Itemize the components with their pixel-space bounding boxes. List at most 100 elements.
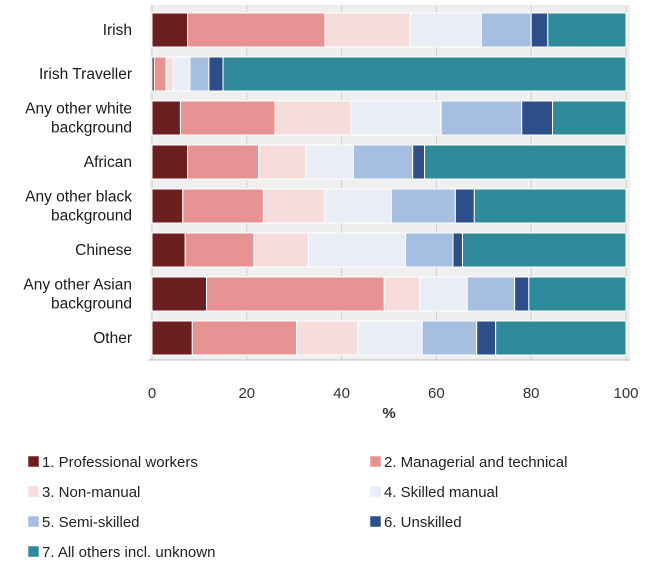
bar-segment-1-3 [324, 12, 411, 48]
category-label-line: Any other black [25, 189, 132, 206]
category-label: Any other black background [25, 189, 132, 225]
bar-segment-3-3 [274, 100, 352, 136]
bar-segment-4-5 [352, 144, 414, 180]
legend: 1. Professional workers 2. Managerial and… [27, 454, 567, 561]
bar-segment-1-5 [480, 12, 532, 48]
x-tick-80: 80 [523, 385, 540, 402]
bar-segment-6-4 [307, 232, 407, 268]
bar-segment-4-4 [305, 144, 354, 180]
bar-segment-3-7 [552, 100, 627, 136]
category-label: Any other Asian background [23, 277, 132, 313]
bar-segment-6-2 [184, 232, 255, 268]
bar-segment-2-7 [222, 56, 627, 92]
legend-label-4: 4. Skilled manual [384, 484, 498, 501]
bar-segment-7-5 [466, 276, 516, 312]
bar-segment-7-3 [383, 276, 421, 312]
category-label-line: African [84, 154, 132, 171]
bar-segment-3-2 [179, 100, 276, 136]
bar-segment-4-3 [258, 144, 307, 180]
bar-segment-5-4 [324, 188, 392, 224]
legend-swatch-4 [369, 485, 382, 498]
bar-segment-1-1 [151, 12, 189, 48]
category-label-line: Irish [103, 22, 132, 39]
bars [151, 12, 627, 356]
bar-segment-6-1 [151, 232, 186, 268]
bar-segment-4-2 [187, 144, 260, 180]
legend-label-2: 2. Managerial and technical [384, 454, 567, 471]
bar-segment-2-5 [189, 56, 210, 92]
bar-segment-8-3 [296, 320, 359, 356]
bar-segment-4-7 [424, 144, 627, 180]
category-label-line: Any other Asian [23, 277, 132, 294]
bar-segment-5-5 [390, 188, 456, 224]
bar-segment-3-1 [151, 100, 181, 136]
legend-label-6: 6. Unskilled [384, 514, 462, 531]
bar-segment-7-1 [151, 276, 208, 312]
bar-segment-6-5 [405, 232, 454, 268]
bar-segment-7-4 [419, 276, 468, 312]
category-label: Irish Traveller [39, 66, 132, 83]
bar-segment-4-6 [412, 144, 426, 180]
bar-segment-5-6 [454, 188, 475, 224]
legend-label-3: 3. Non-manual [42, 484, 140, 501]
bar-segment-3-5 [440, 100, 523, 136]
category-label: Irish [103, 22, 132, 39]
bar-segment-6-6 [452, 232, 463, 268]
x-tick-60: 60 [428, 385, 445, 402]
bar-segment-5-2 [182, 188, 264, 224]
bar-segment-8-2 [191, 320, 298, 356]
bar-segment-2-6 [208, 56, 224, 92]
legend-swatch-5 [27, 515, 40, 528]
x-tick-20: 20 [238, 385, 255, 402]
bar-segment-3-4 [350, 100, 442, 136]
bar-segment-5-3 [262, 188, 326, 224]
bar-segment-6-7 [461, 232, 627, 268]
legend-label-5: 5. Semi-skilled [42, 514, 140, 531]
x-tick-40: 40 [333, 385, 350, 402]
bar-segment-8-5 [421, 320, 478, 356]
bar-segment-8-1 [151, 320, 193, 356]
bar-segment-5-1 [151, 188, 184, 224]
legend-swatch-1 [27, 455, 40, 468]
bar-segment-8-4 [357, 320, 423, 356]
category-label: Other [93, 330, 132, 347]
legend-swatch-7 [27, 545, 40, 558]
bar-segment-7-6 [514, 276, 530, 312]
category-label-line: Any other white [25, 101, 132, 118]
bar-segment-1-2 [187, 12, 326, 48]
bar-segment-6-3 [253, 232, 309, 268]
category-label: Any other white background [25, 101, 132, 137]
bar-segment-5-7 [473, 188, 627, 224]
x-axis-title: % [382, 405, 395, 422]
legend-swatch-2 [369, 455, 382, 468]
bar-segment-2-2 [153, 56, 167, 92]
bar-segment-7-2 [206, 276, 385, 312]
category-label-line: Chinese [75, 242, 132, 259]
x-tick-labels: 0 20 40 60 80 100 [148, 385, 639, 402]
legend-label-7: 7. All others incl. unknown [42, 544, 215, 561]
category-label: African [84, 154, 132, 171]
bar-segment-2-3 [165, 56, 174, 92]
category-label-line: Irish Traveller [39, 66, 132, 83]
bar-segment-1-7 [547, 12, 627, 48]
category-label-line: background [51, 208, 132, 225]
x-tick-0: 0 [148, 385, 156, 402]
category-label-line: Other [93, 330, 132, 347]
bar-segment-3-6 [521, 100, 554, 136]
bar-segment-8-7 [495, 320, 627, 356]
category-label-line: background [51, 120, 132, 137]
x-tick-100: 100 [613, 385, 638, 402]
legend-label-1: 1. Professional workers [42, 454, 198, 471]
bar-segment-1-4 [409, 12, 482, 48]
category-labels: Irish Irish Traveller Any other white backg… [23, 22, 132, 347]
legend-swatch-3 [27, 485, 40, 498]
category-label: Chinese [75, 242, 132, 259]
category-label-line: background [51, 296, 132, 313]
legend-swatch-6 [369, 515, 382, 528]
bar-segment-2-4 [172, 56, 191, 92]
bar-segment-7-7 [528, 276, 627, 312]
bar-segment-4-1 [151, 144, 189, 180]
bar-segment-8-6 [476, 320, 497, 356]
bar-segment-1-6 [530, 12, 549, 48]
